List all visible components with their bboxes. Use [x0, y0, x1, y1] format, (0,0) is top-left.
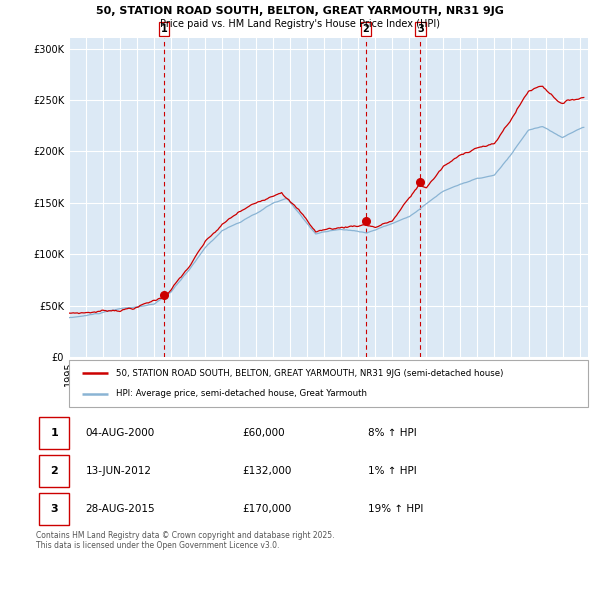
Bar — [39, 493, 69, 525]
Text: Contains HM Land Registry data © Crown copyright and database right 2025.
This d: Contains HM Land Registry data © Crown c… — [36, 531, 335, 550]
Text: £132,000: £132,000 — [242, 466, 292, 476]
Text: 1: 1 — [50, 428, 58, 438]
Text: 2: 2 — [50, 466, 58, 476]
Text: 19% ↑ HPI: 19% ↑ HPI — [368, 504, 424, 514]
Text: Price paid vs. HM Land Registry's House Price Index (HPI): Price paid vs. HM Land Registry's House … — [160, 19, 440, 29]
Text: 50, STATION ROAD SOUTH, BELTON, GREAT YARMOUTH, NR31 9JG (semi-detached house): 50, STATION ROAD SOUTH, BELTON, GREAT YA… — [116, 369, 503, 378]
Text: £170,000: £170,000 — [242, 504, 292, 514]
Text: 3: 3 — [50, 504, 58, 514]
Text: 50, STATION ROAD SOUTH, BELTON, GREAT YARMOUTH, NR31 9JG: 50, STATION ROAD SOUTH, BELTON, GREAT YA… — [96, 6, 504, 16]
Text: 8% ↑ HPI: 8% ↑ HPI — [368, 428, 417, 438]
Text: 28-AUG-2015: 28-AUG-2015 — [86, 504, 155, 514]
Text: 2: 2 — [362, 24, 370, 34]
Text: HPI: Average price, semi-detached house, Great Yarmouth: HPI: Average price, semi-detached house,… — [116, 389, 367, 398]
Text: 1: 1 — [161, 24, 167, 34]
Bar — [39, 417, 69, 449]
Text: 3: 3 — [417, 24, 424, 34]
Text: 1% ↑ HPI: 1% ↑ HPI — [368, 466, 417, 476]
Text: 13-JUN-2012: 13-JUN-2012 — [86, 466, 152, 476]
Text: £60,000: £60,000 — [242, 428, 285, 438]
Bar — [39, 455, 69, 487]
Text: 04-AUG-2000: 04-AUG-2000 — [86, 428, 155, 438]
